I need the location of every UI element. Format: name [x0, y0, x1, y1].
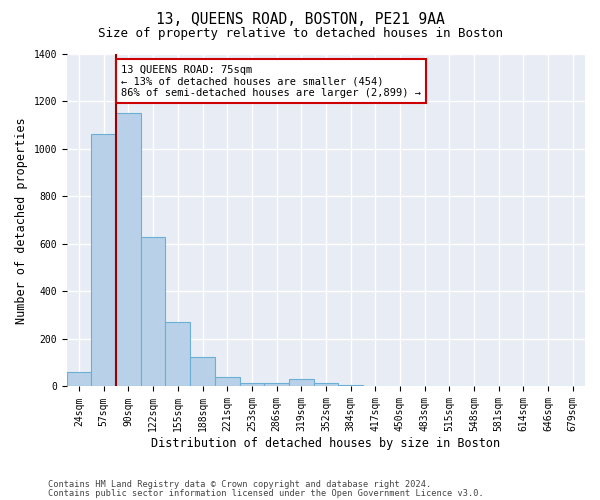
Bar [289, 380, 314, 386]
Y-axis label: Number of detached properties: Number of detached properties [15, 117, 28, 324]
Bar [239, 383, 264, 386]
Text: 13, QUEENS ROAD, BOSTON, PE21 9AA: 13, QUEENS ROAD, BOSTON, PE21 9AA [155, 12, 445, 28]
Text: 13 QUEENS ROAD: 75sqm
← 13% of detached houses are smaller (454)
86% of semi-det: 13 QUEENS ROAD: 75sqm ← 13% of detached … [121, 64, 421, 98]
Bar [91, 134, 116, 386]
X-axis label: Distribution of detached houses by size in Boston: Distribution of detached houses by size … [151, 437, 500, 450]
Bar [190, 357, 215, 386]
Bar [314, 383, 338, 386]
Bar [215, 377, 239, 386]
Text: Size of property relative to detached houses in Boston: Size of property relative to detached ho… [97, 28, 503, 40]
Bar [264, 383, 289, 386]
Text: Contains public sector information licensed under the Open Government Licence v3: Contains public sector information licen… [48, 488, 484, 498]
Text: Contains HM Land Registry data © Crown copyright and database right 2024.: Contains HM Land Registry data © Crown c… [48, 480, 431, 489]
Bar [166, 322, 190, 386]
Bar [141, 237, 166, 386]
Bar [116, 114, 141, 386]
Bar [67, 372, 91, 386]
